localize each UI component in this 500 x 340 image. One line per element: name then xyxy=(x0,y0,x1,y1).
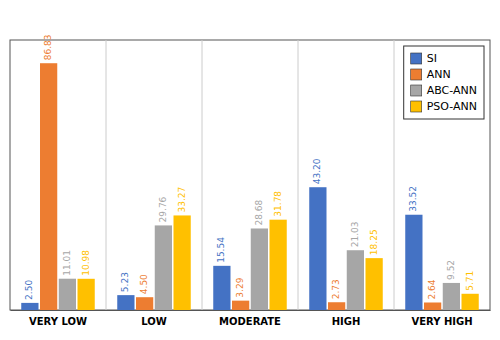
group-divider xyxy=(298,40,299,310)
x-tick: VERY LOW xyxy=(29,316,87,327)
x-axis: VERY LOW LOW MODERATE HIGH VERY HIGH xyxy=(11,311,491,328)
legend-frame xyxy=(404,46,484,119)
data-label: 33.52 xyxy=(408,186,418,212)
plot-frame xyxy=(10,40,490,310)
x-tick-label: VERY LOW xyxy=(29,316,87,327)
bar xyxy=(270,220,287,310)
x-tick: HIGH xyxy=(332,316,361,327)
data-label: 3.29 xyxy=(235,277,245,297)
legend-swatch xyxy=(411,69,422,80)
legend-swatch xyxy=(411,101,422,112)
legend-label: PSO-ANN xyxy=(427,100,477,113)
data-label: 33.27 xyxy=(177,187,187,213)
group-divider xyxy=(106,40,107,310)
legend: SI ANN ABC-ANN PSO-ANN xyxy=(404,46,484,119)
data-label: 5.23 xyxy=(120,272,130,292)
bar xyxy=(40,63,57,310)
legend-label: ANN xyxy=(427,68,451,81)
chart: 2.50 5.23 15.54 43.20 33.52 86.83 4.50 3.29 2.73… xyxy=(0,0,500,340)
data-label: 18.25 xyxy=(369,229,379,255)
x-tick: VERY HIGH xyxy=(411,316,472,327)
data-label: 9.52 xyxy=(446,260,456,280)
data-label: 10.98 xyxy=(81,250,91,276)
bar xyxy=(366,258,383,310)
bar xyxy=(309,187,326,310)
data-label: 31.78 xyxy=(273,191,283,217)
legend-label: SI xyxy=(427,52,437,65)
bar xyxy=(21,303,38,310)
legend-item: PSO-ANN xyxy=(411,100,477,113)
bar xyxy=(59,279,76,310)
bar xyxy=(136,297,153,310)
legend-item: ANN xyxy=(411,68,451,81)
x-tick-label: MODERATE xyxy=(219,316,281,327)
bar xyxy=(462,294,479,310)
x-tick: MODERATE xyxy=(219,316,281,327)
group-dividers xyxy=(106,40,394,310)
data-label: 5.71 xyxy=(465,271,475,291)
data-label: 29.76 xyxy=(158,196,168,222)
bar xyxy=(347,250,364,310)
bar xyxy=(443,283,460,310)
bar xyxy=(213,266,230,310)
x-tick-label: VERY HIGH xyxy=(411,316,472,327)
data-label: 2.73 xyxy=(331,279,341,299)
data-label: 86.83 xyxy=(43,34,53,60)
x-tick-label: HIGH xyxy=(332,316,361,327)
bar xyxy=(155,225,172,310)
bar-series xyxy=(59,225,460,310)
bar xyxy=(232,301,249,310)
bar xyxy=(117,295,134,310)
legend-item: ABC-ANN xyxy=(411,84,477,97)
data-label: 11.01 xyxy=(62,250,72,276)
legend-swatch xyxy=(411,85,422,96)
bar-series xyxy=(21,187,422,310)
data-label: 21.03 xyxy=(350,221,360,247)
legend-item: SI xyxy=(411,52,437,65)
data-label: 2.50 xyxy=(24,280,34,300)
x-tick: LOW xyxy=(141,316,167,327)
bar xyxy=(328,302,345,310)
data-label: 2.64 xyxy=(427,279,437,299)
legend-label: ABC-ANN xyxy=(427,84,477,97)
bar-series xyxy=(40,63,441,310)
x-tick-label: LOW xyxy=(141,316,167,327)
data-label: 28.68 xyxy=(254,199,264,225)
data-label: 15.54 xyxy=(216,237,226,263)
bar xyxy=(424,302,441,310)
bar xyxy=(405,215,422,310)
group-divider xyxy=(394,40,395,310)
data-label: 43.20 xyxy=(312,158,322,184)
x-axis-line xyxy=(11,310,491,311)
bar xyxy=(174,215,191,310)
group-divider xyxy=(202,40,203,310)
data-label: 4.50 xyxy=(139,274,149,294)
bar-series xyxy=(78,215,479,310)
bar xyxy=(251,228,268,310)
legend-swatch xyxy=(411,53,422,64)
plot: 2.50 5.23 15.54 43.20 33.52 86.83 4.50 3.29 2.73… xyxy=(10,34,491,327)
bar xyxy=(78,279,95,310)
